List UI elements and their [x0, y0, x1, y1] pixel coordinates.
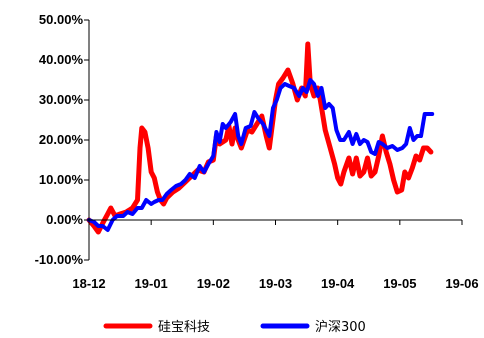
legend-label-1: 硅宝科技 — [158, 320, 210, 335]
series-line-2 — [87, 78, 435, 232]
x-tick-label: 19-02 — [197, 276, 230, 291]
x-tick-label: 19-03 — [259, 276, 292, 291]
x-tick-label: 19-05 — [383, 276, 416, 291]
y-axis-ticks: -10.00% 0.00% 10.00% 20.00% 30.00% 40.00% 50.0… — [35, 12, 89, 267]
y-tick-label: -10.00% — [35, 252, 84, 267]
x-tick-label: 19-01 — [135, 276, 168, 291]
x-axis-ticks: 18-12 19-01 19-02 19-03 19-04 19-05 19-06 — [72, 220, 479, 291]
x-tick-label: 18-12 — [72, 276, 105, 291]
y-tick-label: 10.00% — [39, 172, 84, 187]
legend-label-2: 沪深300 — [315, 319, 366, 335]
y-tick-label: 30.00% — [39, 92, 84, 107]
y-tick-label: 40.00% — [39, 52, 84, 67]
x-tick-label: 19-04 — [321, 276, 355, 291]
legend: 硅宝科技 沪深300 — [103, 319, 366, 335]
series-line-1 — [86, 41, 434, 235]
x-tick-label: 19-06 — [445, 276, 478, 291]
y-tick-label: 50.00% — [39, 12, 84, 27]
y-tick-label: 0.00% — [46, 212, 83, 227]
plot-lines — [86, 41, 435, 235]
y-tick-label: 20.00% — [39, 132, 84, 147]
